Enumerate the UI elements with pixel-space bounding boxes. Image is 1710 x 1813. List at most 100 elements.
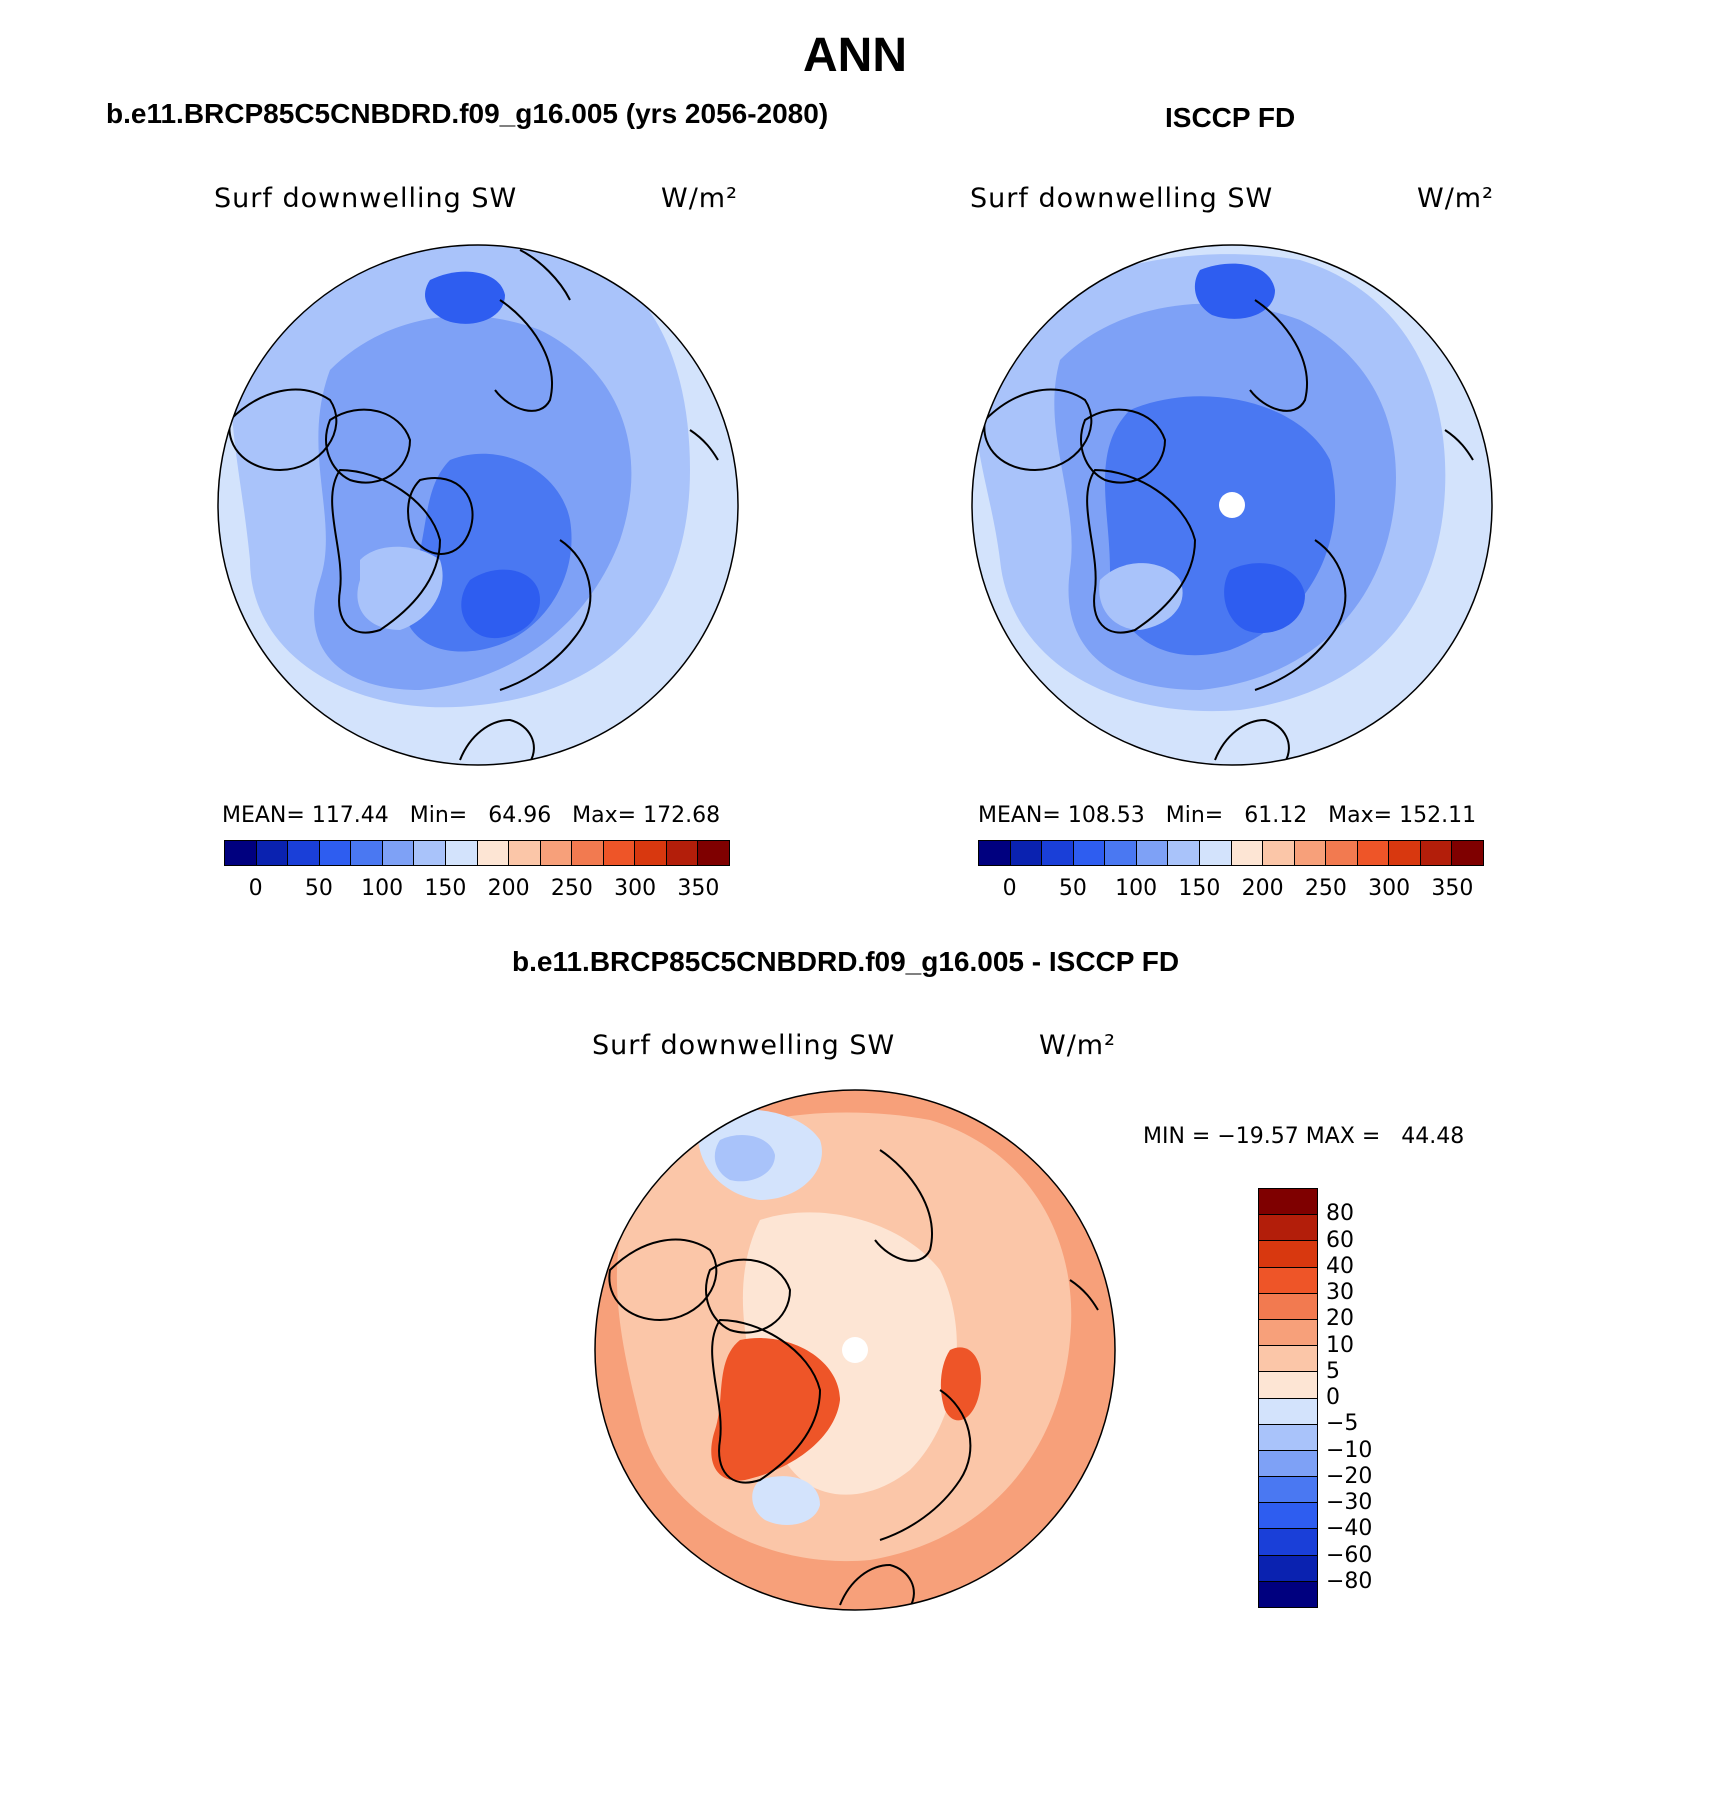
colorbar-model <box>224 840 730 866</box>
panel-title-diff: b.e11.BRCP85C5CNBDRD.f09_g16.005 - ISCCP… <box>512 946 1180 977</box>
colorbar-swatch <box>635 841 667 865</box>
colorbar-swatch <box>382 841 415 865</box>
colorbar-tick-label: 0 <box>1002 876 1017 901</box>
map-obs <box>972 245 1492 765</box>
colorbar-swatch <box>1259 1319 1317 1347</box>
colorbar-swatch <box>225 841 257 865</box>
colorbar-tick-label: 0 <box>1326 1385 1340 1410</box>
colorbar-swatch <box>1389 841 1421 865</box>
colorbar-swatch <box>1259 1529 1317 1556</box>
colorbar-swatch <box>1294 841 1327 865</box>
colorbar-tick-label: 10 <box>1326 1332 1354 1358</box>
colorbar-swatch <box>1452 841 1483 865</box>
colorbar-swatch <box>1259 1293 1317 1320</box>
colorbar-tick-label: 200 <box>487 876 530 901</box>
colorbar-swatch <box>1326 841 1358 865</box>
stats-diff: MIN = −19.57 MAX = 44.48 <box>1143 1124 1465 1149</box>
stats-obs: MEAN= 108.53 Min= 61.12 Max= 152.11 <box>978 803 1477 828</box>
colorbar-tick-label: 100 <box>361 876 404 901</box>
colorbar-tick-label: −10 <box>1326 1437 1373 1463</box>
colorbar-swatch <box>1259 1581 1317 1607</box>
colorbar-tick-label: 0 <box>248 876 263 901</box>
colorbar-swatch <box>666 841 699 865</box>
colorbar-swatch <box>1010 841 1043 865</box>
colorbar-swatch <box>979 841 1011 865</box>
coastlines-diff <box>608 1149 1099 1608</box>
colorbar-tick-label: 40 <box>1326 1253 1354 1279</box>
colorbar-tick-label: 200 <box>1241 876 1284 901</box>
diff-pole-hole <box>842 1337 868 1363</box>
colorbar-swatch <box>414 841 446 865</box>
map-diff <box>595 1090 1115 1610</box>
colorbar-tick-label: 50 <box>1058 876 1087 901</box>
colorbar-swatch <box>1259 1189 1317 1216</box>
colorbar-tick-label: 5 <box>1326 1358 1340 1384</box>
colorbar-tick-label: 80 <box>1326 1201 1354 1227</box>
colorbar-tick-label: 350 <box>677 876 720 901</box>
coastlines-obs <box>983 299 1474 763</box>
map-model-deep-north <box>425 271 505 324</box>
map-obs-deep-south <box>1224 563 1305 634</box>
map-model-greenland <box>357 546 443 630</box>
var-label-obs: Surf downwelling SW <box>970 183 1274 214</box>
colorbar-swatch <box>288 841 320 865</box>
colorbar-obs <box>978 840 1484 866</box>
colorbar-swatch <box>698 841 729 865</box>
coastlines-model <box>228 249 719 763</box>
map-obs-rim <box>971 244 1493 766</box>
colorbar-tick-label: 300 <box>614 876 657 901</box>
colorbar-diff-ticks: 80 60 40 30 20 10 5 0 −5 −10 −20 −30 −40 −60 −80 <box>1326 1188 1406 1608</box>
colorbar-swatch <box>540 841 573 865</box>
colorbar-swatch <box>1136 841 1169 865</box>
colorbar-tick-label: 250 <box>550 876 593 901</box>
colorbar-swatch <box>319 841 352 865</box>
colorbar-tick-label: −80 <box>1326 1568 1373 1594</box>
colorbar-tick-label: 300 <box>1368 876 1411 901</box>
colorbar-diff <box>1258 1188 1318 1608</box>
colorbar-swatch <box>1105 841 1137 865</box>
colorbar-tick-label: 250 <box>1304 876 1347 901</box>
colorbar-swatch <box>1231 841 1264 865</box>
colorbar-swatch <box>1420 841 1453 865</box>
map-diff-hot-east <box>940 1347 981 1421</box>
colorbar-swatch <box>1259 1372 1317 1399</box>
colorbar-swatch <box>256 841 289 865</box>
colorbar-swatch <box>1357 841 1390 865</box>
colorbar-swatch <box>509 841 541 865</box>
var-label-model: Surf downwelling SW <box>214 183 518 214</box>
obs-pole-hole <box>1219 492 1245 518</box>
colorbar-swatch <box>1259 1555 1317 1582</box>
units-model: W/m² <box>661 183 738 214</box>
var-label-diff: Surf downwelling SW <box>592 1030 896 1061</box>
colorbar-tick-label: 150 <box>424 876 467 901</box>
map-diff-negative-south <box>752 1476 820 1525</box>
stats-model: MEAN= 117.44 Min= 64.96 Max= 172.68 <box>222 803 721 828</box>
colorbar-tick-label: 60 <box>1326 1227 1354 1253</box>
colorbar-swatch <box>1199 841 1232 865</box>
colorbar-model-ticks: 0 50 100 150 200 250 300 350 <box>224 876 730 906</box>
map-model-rim <box>217 244 739 766</box>
colorbar-tick-label: 50 <box>304 876 333 901</box>
colorbar-swatch <box>572 841 604 865</box>
map-obs-greenland <box>1099 563 1183 630</box>
colorbar-tick-label: 100 <box>1115 876 1158 901</box>
map-model <box>218 245 738 765</box>
colorbar-swatch <box>1168 841 1200 865</box>
colorbar-swatch <box>1042 841 1074 865</box>
colorbar-swatch <box>603 841 636 865</box>
colorbar-swatch <box>1259 1477 1317 1504</box>
colorbar-swatch <box>1259 1398 1317 1425</box>
colorbar-swatch <box>351 841 383 865</box>
colorbar-tick-label: 20 <box>1326 1306 1354 1332</box>
colorbar-tick-label: 150 <box>1178 876 1221 901</box>
colorbar-tick-label: 350 <box>1431 876 1474 901</box>
panel-title-obs: ISCCP FD <box>1165 102 1296 133</box>
colorbar-tick-label: −60 <box>1326 1542 1373 1568</box>
colorbar-swatch <box>1263 841 1295 865</box>
colorbar-obs-ticks: 0 50 100 150 200 250 300 350 <box>978 876 1484 906</box>
colorbar-swatch <box>1259 1215 1317 1242</box>
map-diff-greenland-hot <box>711 1338 840 1481</box>
main-title: ANN <box>803 29 907 82</box>
colorbar-tick-label: 30 <box>1326 1280 1354 1305</box>
